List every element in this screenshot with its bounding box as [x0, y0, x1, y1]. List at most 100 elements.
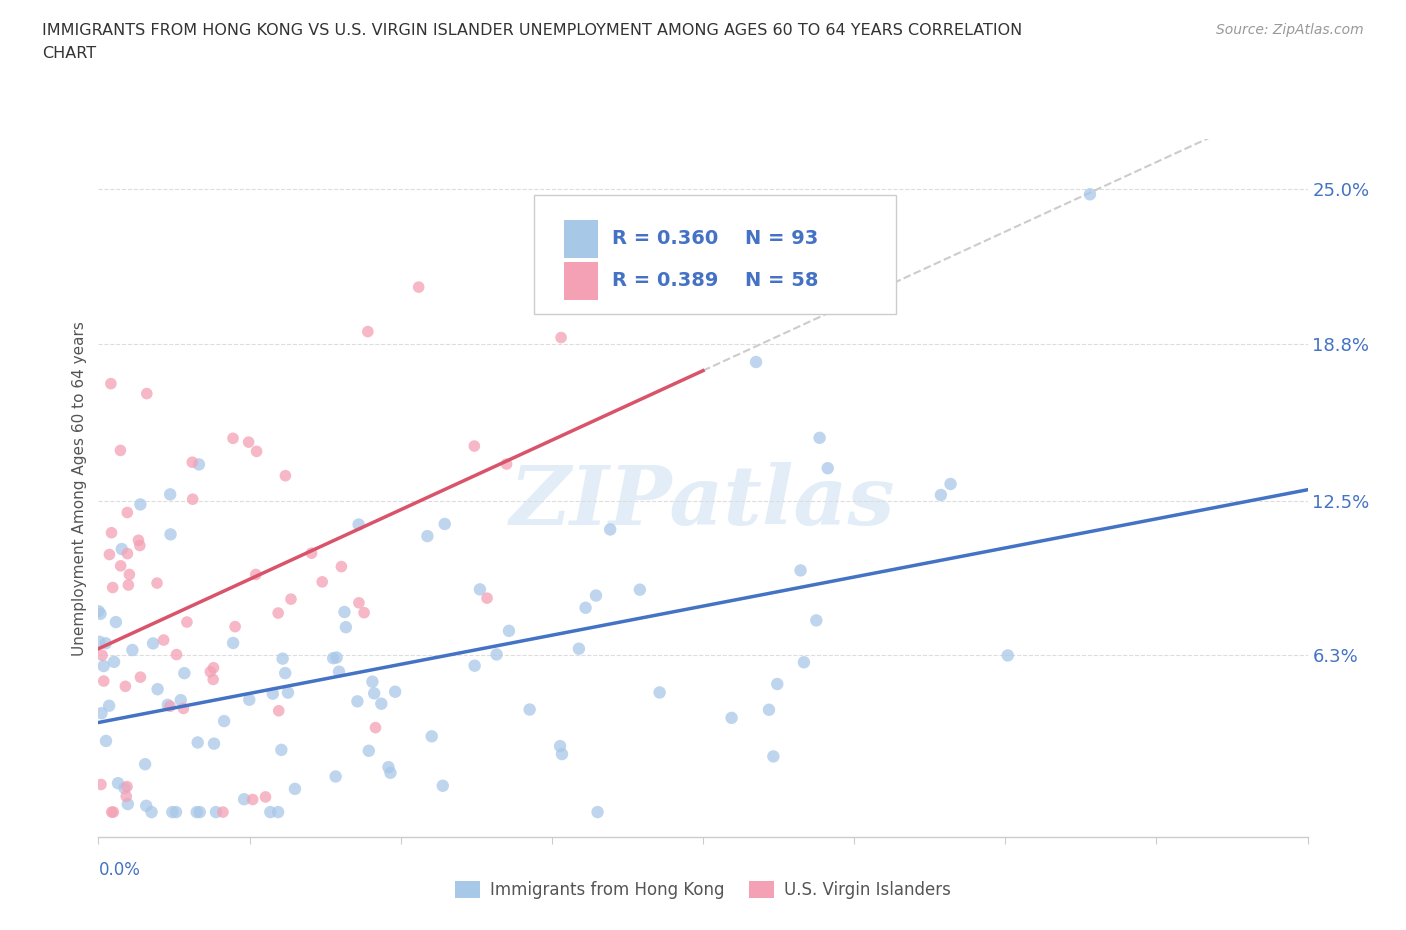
Point — [301, 546, 323, 561]
Point — [114, 780, 136, 795]
Point — [270, 742, 292, 757]
Point — [245, 567, 267, 582]
Point — [548, 738, 571, 753]
Point — [205, 804, 228, 819]
Point — [648, 685, 671, 700]
Point — [347, 595, 370, 610]
Point — [806, 613, 828, 628]
Point — [202, 737, 225, 751]
Text: ZIPatlas: ZIPatlas — [510, 462, 896, 542]
Point — [599, 522, 621, 537]
Point — [117, 546, 139, 561]
Point — [475, 591, 498, 605]
Point — [101, 580, 124, 595]
Point — [245, 444, 267, 458]
Point — [114, 679, 136, 694]
Text: IMMIGRANTS FROM HONG KONG VS U.S. VIRGIN ISLANDER UNEMPLOYMENT AMONG AGES 60 TO : IMMIGRANTS FROM HONG KONG VS U.S. VIRGIN… — [42, 23, 1022, 38]
FancyBboxPatch shape — [564, 261, 598, 300]
Point — [384, 684, 406, 699]
Point — [91, 648, 114, 663]
Point — [141, 804, 163, 819]
Point — [485, 647, 508, 662]
Point — [103, 655, 125, 670]
Point — [720, 711, 742, 725]
Text: N = 58: N = 58 — [745, 271, 818, 290]
Text: N = 93: N = 93 — [745, 229, 818, 248]
Point — [277, 685, 299, 700]
Point — [274, 469, 297, 484]
Point — [129, 670, 152, 684]
Point — [758, 702, 780, 717]
Point — [817, 460, 839, 475]
Point — [110, 443, 132, 458]
Point — [181, 492, 204, 507]
Point — [93, 673, 115, 688]
Point — [115, 789, 138, 804]
Point — [254, 790, 277, 804]
Point — [107, 776, 129, 790]
Point — [766, 677, 789, 692]
Point — [519, 702, 541, 717]
Point — [156, 698, 179, 712]
Point — [568, 642, 591, 657]
Point — [117, 505, 139, 520]
Point — [259, 804, 281, 819]
Point — [274, 666, 297, 681]
Point — [271, 651, 294, 666]
Text: CHART: CHART — [42, 46, 96, 61]
Point — [165, 804, 187, 819]
Point — [495, 457, 517, 472]
Point — [202, 672, 225, 687]
Point — [127, 533, 149, 548]
Point — [346, 694, 368, 709]
Point — [370, 697, 392, 711]
Point — [188, 804, 211, 819]
Point — [498, 623, 520, 638]
Point — [363, 686, 385, 701]
Point — [89, 634, 111, 649]
Point — [117, 797, 139, 812]
Point — [159, 527, 181, 542]
Text: R = 0.360: R = 0.360 — [612, 229, 718, 248]
Point — [87, 604, 110, 618]
Point — [202, 660, 225, 675]
Point — [110, 558, 132, 573]
FancyBboxPatch shape — [564, 219, 598, 259]
Point — [416, 528, 439, 543]
Point — [233, 791, 256, 806]
Point — [142, 636, 165, 651]
FancyBboxPatch shape — [534, 195, 897, 314]
Point — [90, 706, 112, 721]
Point — [364, 720, 387, 735]
Point — [997, 648, 1019, 663]
Point — [325, 650, 347, 665]
Point — [134, 757, 156, 772]
Point — [200, 664, 222, 679]
Legend: Immigrants from Hong Kong, U.S. Virgin Islanders: Immigrants from Hong Kong, U.S. Virgin I… — [449, 874, 957, 906]
Y-axis label: Unemployment Among Ages 60 to 64 years: Unemployment Among Ages 60 to 64 years — [72, 321, 87, 656]
Point — [176, 615, 198, 630]
Point — [212, 713, 235, 728]
Point — [380, 765, 402, 780]
Point — [94, 734, 117, 749]
Point — [187, 457, 209, 472]
Point — [357, 325, 380, 339]
Point — [146, 576, 169, 591]
Point — [135, 386, 157, 401]
Point — [551, 747, 574, 762]
Point — [808, 431, 831, 445]
Point — [311, 575, 333, 590]
Point — [172, 701, 194, 716]
Point — [322, 651, 344, 666]
Point — [115, 779, 138, 794]
Text: R = 0.389: R = 0.389 — [612, 271, 718, 290]
Point — [328, 664, 350, 679]
Point — [128, 538, 150, 553]
Point — [464, 658, 486, 673]
Point — [94, 636, 117, 651]
Point — [267, 605, 290, 620]
Point — [186, 804, 208, 819]
Point — [585, 588, 607, 603]
Point — [361, 674, 384, 689]
Point — [353, 605, 375, 620]
